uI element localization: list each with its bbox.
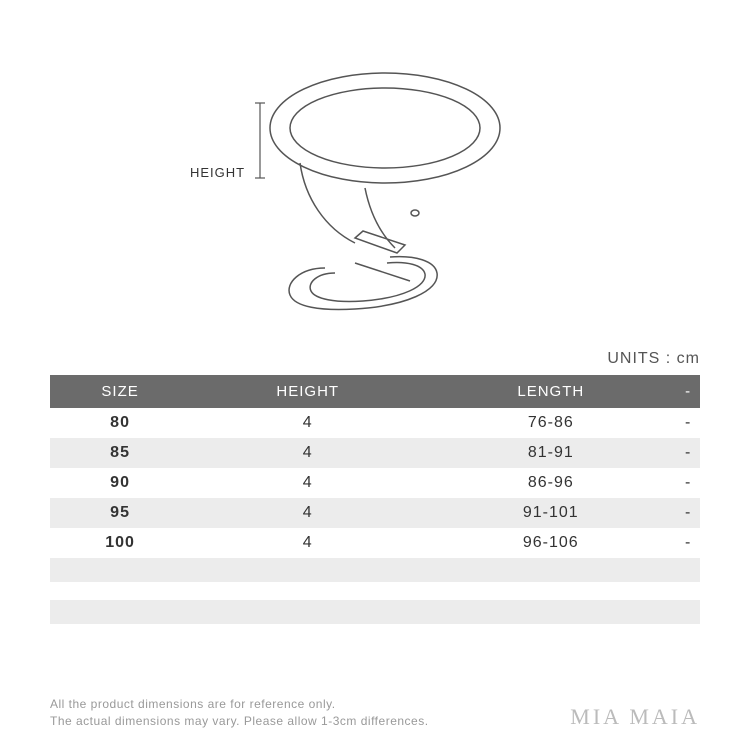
table-spacer	[50, 600, 700, 624]
table-row: 90 4 86-96 -	[50, 468, 700, 498]
col-extra: -	[676, 375, 700, 408]
cell-size: 95	[50, 498, 190, 528]
cell-length: 81-91	[425, 438, 676, 468]
units-label: UNITS : cm	[607, 350, 700, 368]
brand-logo: MIA MAIA	[570, 704, 700, 730]
cell-length: 96-106	[425, 528, 676, 558]
cell-height: 4	[190, 408, 425, 438]
footer-line2: The actual dimensions may vary. Please a…	[50, 713, 429, 730]
table-row: 95 4 91-101 -	[50, 498, 700, 528]
table-gap	[50, 582, 700, 600]
cell-extra: -	[676, 528, 700, 558]
cell-height: 4	[190, 468, 425, 498]
col-length: LENGTH	[425, 375, 676, 408]
cell-extra: -	[676, 498, 700, 528]
cell-length: 91-101	[425, 498, 676, 528]
table-row: 85 4 81-91 -	[50, 438, 700, 468]
cell-extra: -	[676, 468, 700, 498]
belt-illustration	[205, 33, 545, 313]
cell-height: 4	[190, 438, 425, 468]
footer-notes: All the product dimensions are for refer…	[50, 696, 429, 730]
belt-diagram: HEIGHT	[0, 0, 750, 345]
cell-height: 4	[190, 528, 425, 558]
cell-size: 90	[50, 468, 190, 498]
cell-length: 86-96	[425, 468, 676, 498]
cell-size: 85	[50, 438, 190, 468]
size-table: SIZE HEIGHT LENGTH - 80 4 76-86 - 85 4 8…	[50, 375, 700, 624]
cell-extra: -	[676, 438, 700, 468]
cell-length: 76-86	[425, 408, 676, 438]
footer-line1: All the product dimensions are for refer…	[50, 696, 429, 713]
cell-extra: -	[676, 408, 700, 438]
col-height: HEIGHT	[190, 375, 425, 408]
table-header-row: SIZE HEIGHT LENGTH -	[50, 375, 700, 408]
table-spacer	[50, 558, 700, 582]
cell-height: 4	[190, 498, 425, 528]
table-row: 100 4 96-106 -	[50, 528, 700, 558]
cell-size: 80	[50, 408, 190, 438]
table-row: 80 4 76-86 -	[50, 408, 700, 438]
col-size: SIZE	[50, 375, 190, 408]
height-dimension-label: HEIGHT	[190, 165, 245, 180]
cell-size: 100	[50, 528, 190, 558]
